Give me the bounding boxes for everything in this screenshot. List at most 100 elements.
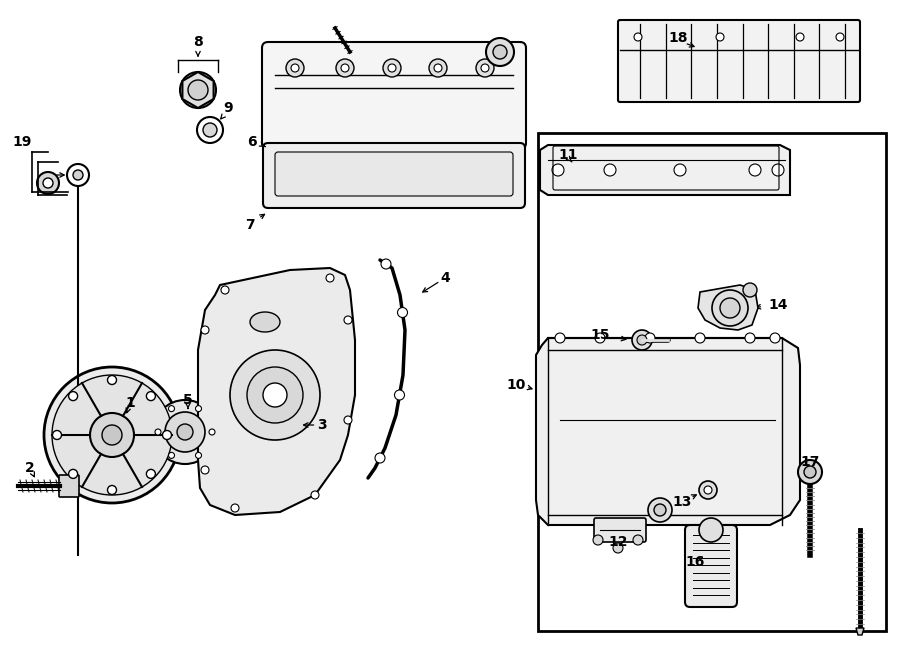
Circle shape	[486, 38, 514, 66]
Circle shape	[188, 80, 208, 100]
Circle shape	[163, 430, 172, 440]
Polygon shape	[540, 145, 790, 195]
Circle shape	[398, 307, 408, 317]
FancyBboxPatch shape	[59, 475, 79, 497]
Circle shape	[476, 59, 494, 77]
Ellipse shape	[250, 312, 280, 332]
Circle shape	[654, 504, 666, 516]
Circle shape	[37, 172, 59, 194]
Circle shape	[68, 469, 77, 479]
Polygon shape	[183, 72, 213, 108]
Text: 7: 7	[245, 218, 255, 232]
Circle shape	[344, 416, 352, 424]
Text: 2: 2	[25, 461, 35, 475]
Polygon shape	[536, 338, 800, 525]
Circle shape	[772, 164, 784, 176]
Circle shape	[552, 164, 564, 176]
FancyBboxPatch shape	[594, 518, 646, 542]
Polygon shape	[856, 628, 864, 635]
FancyBboxPatch shape	[685, 525, 737, 607]
Circle shape	[43, 178, 53, 188]
Circle shape	[168, 452, 175, 458]
Circle shape	[836, 33, 844, 41]
Circle shape	[153, 400, 217, 464]
Text: 15: 15	[590, 328, 610, 342]
Circle shape	[604, 164, 616, 176]
Circle shape	[311, 491, 319, 499]
Circle shape	[286, 59, 304, 77]
Text: 10: 10	[507, 378, 526, 392]
Circle shape	[102, 425, 122, 445]
Circle shape	[263, 383, 287, 407]
Circle shape	[388, 64, 396, 72]
Polygon shape	[198, 268, 355, 515]
Circle shape	[695, 333, 705, 343]
Circle shape	[68, 391, 77, 401]
Circle shape	[481, 64, 489, 72]
Circle shape	[195, 452, 202, 458]
Bar	[538, 133, 886, 631]
Circle shape	[394, 390, 404, 400]
FancyBboxPatch shape	[618, 20, 860, 102]
Circle shape	[90, 413, 134, 457]
Circle shape	[203, 123, 217, 137]
Circle shape	[749, 164, 761, 176]
Circle shape	[634, 33, 642, 41]
Circle shape	[770, 333, 780, 343]
Circle shape	[595, 333, 605, 343]
Circle shape	[798, 460, 822, 484]
Circle shape	[341, 64, 349, 72]
Circle shape	[493, 45, 507, 59]
Circle shape	[177, 424, 193, 440]
Circle shape	[712, 290, 748, 326]
Text: 5: 5	[183, 393, 193, 407]
Circle shape	[555, 333, 565, 343]
Circle shape	[52, 375, 172, 495]
Circle shape	[383, 59, 401, 77]
Circle shape	[796, 33, 804, 41]
Circle shape	[699, 481, 717, 499]
Text: 14: 14	[768, 298, 788, 312]
Text: 9: 9	[223, 101, 233, 115]
Text: 4: 4	[440, 271, 450, 285]
Circle shape	[336, 59, 354, 77]
Circle shape	[645, 333, 655, 343]
Circle shape	[231, 504, 239, 512]
Text: 8: 8	[194, 35, 202, 49]
Circle shape	[674, 164, 686, 176]
Text: 3: 3	[317, 418, 327, 432]
Circle shape	[67, 164, 89, 186]
Circle shape	[221, 286, 229, 294]
Circle shape	[429, 59, 447, 77]
Text: 13: 13	[672, 495, 692, 509]
Text: 6: 6	[248, 135, 256, 149]
FancyBboxPatch shape	[262, 42, 526, 149]
Circle shape	[720, 298, 740, 318]
Text: 12: 12	[608, 535, 628, 549]
Circle shape	[165, 412, 205, 452]
Circle shape	[613, 543, 623, 553]
Circle shape	[209, 429, 215, 435]
Circle shape	[180, 72, 216, 108]
Polygon shape	[698, 285, 758, 330]
Circle shape	[704, 486, 712, 494]
Circle shape	[633, 535, 643, 545]
Circle shape	[637, 335, 647, 345]
Circle shape	[716, 33, 724, 41]
Circle shape	[593, 535, 603, 545]
Circle shape	[632, 330, 652, 350]
Text: 1: 1	[125, 396, 135, 410]
Circle shape	[381, 259, 391, 269]
Circle shape	[230, 350, 320, 440]
Circle shape	[44, 367, 180, 503]
Circle shape	[107, 375, 116, 385]
Text: 11: 11	[558, 148, 578, 162]
Circle shape	[201, 466, 209, 474]
Circle shape	[375, 453, 385, 463]
FancyBboxPatch shape	[263, 143, 525, 208]
Circle shape	[745, 333, 755, 343]
Circle shape	[195, 406, 202, 412]
Circle shape	[107, 485, 116, 494]
Circle shape	[743, 283, 757, 297]
Circle shape	[147, 469, 156, 479]
